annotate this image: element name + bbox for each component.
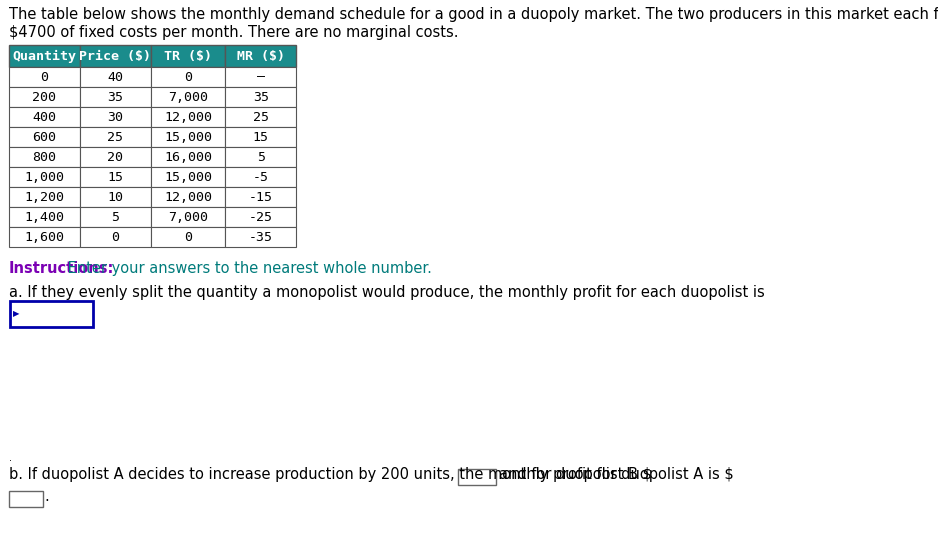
Text: 12,000: 12,000 xyxy=(164,111,212,124)
Text: 12,000: 12,000 xyxy=(164,190,212,203)
Bar xyxy=(225,107,296,127)
Bar xyxy=(9,87,80,107)
Bar xyxy=(80,127,151,147)
Bar xyxy=(151,107,225,127)
Bar xyxy=(151,187,225,207)
Text: b. If duopolist A decides to increase production by 200 units, the monthly profi: b. If duopolist A decides to increase pr… xyxy=(9,467,734,482)
Text: 15,000: 15,000 xyxy=(164,171,212,184)
Text: -5: -5 xyxy=(253,171,269,184)
Text: 35: 35 xyxy=(253,90,269,103)
Bar xyxy=(9,107,80,127)
Text: ▶: ▶ xyxy=(13,310,19,318)
Text: -25: -25 xyxy=(249,210,273,224)
Bar xyxy=(225,227,296,247)
Text: 25: 25 xyxy=(107,131,123,143)
Text: 1,200: 1,200 xyxy=(24,190,65,203)
Text: 1,400: 1,400 xyxy=(24,210,65,224)
Text: 1,000: 1,000 xyxy=(24,171,65,184)
Text: 400: 400 xyxy=(33,111,56,124)
Text: 15,000: 15,000 xyxy=(164,131,212,143)
Bar xyxy=(9,227,80,247)
Bar xyxy=(80,167,151,187)
Text: .: . xyxy=(44,489,49,504)
Text: The table below shows the monthly demand schedule for a good in a duopoly market: The table below shows the monthly demand… xyxy=(9,7,938,22)
Bar xyxy=(80,187,151,207)
Bar xyxy=(151,207,225,227)
Text: 0: 0 xyxy=(112,231,119,243)
Bar xyxy=(80,207,151,227)
Bar xyxy=(225,147,296,167)
Text: TR ($): TR ($) xyxy=(164,50,212,63)
Text: Enter your answers to the nearest whole number.: Enter your answers to the nearest whole … xyxy=(63,261,431,276)
Bar xyxy=(225,67,296,87)
Bar xyxy=(80,45,151,67)
Text: 7,000: 7,000 xyxy=(168,90,208,103)
Bar xyxy=(9,207,80,227)
Text: 200: 200 xyxy=(33,90,56,103)
Text: 7,000: 7,000 xyxy=(168,210,208,224)
Text: -35: -35 xyxy=(249,231,273,243)
Text: 800: 800 xyxy=(33,150,56,164)
Text: .: . xyxy=(9,453,12,463)
Text: 16,000: 16,000 xyxy=(164,150,212,164)
Bar xyxy=(151,87,225,107)
Bar xyxy=(459,469,495,485)
Bar xyxy=(9,147,80,167)
Bar xyxy=(151,167,225,187)
Bar xyxy=(9,45,80,67)
Text: 30: 30 xyxy=(107,111,123,124)
Bar xyxy=(80,107,151,127)
Text: $4700 of fixed costs per month. There are no marginal costs.: $4700 of fixed costs per month. There ar… xyxy=(9,25,459,40)
Bar xyxy=(80,67,151,87)
Bar xyxy=(9,67,80,87)
Bar xyxy=(151,227,225,247)
Bar xyxy=(225,167,296,187)
Bar xyxy=(225,207,296,227)
Text: Instructions:: Instructions: xyxy=(9,261,114,276)
Text: 5: 5 xyxy=(257,150,265,164)
Bar xyxy=(80,227,151,247)
Text: 1,600: 1,600 xyxy=(24,231,65,243)
Bar xyxy=(151,45,225,67)
Bar xyxy=(151,147,225,167)
Bar xyxy=(80,87,151,107)
Text: 0: 0 xyxy=(184,231,192,243)
Text: 15: 15 xyxy=(253,131,269,143)
Bar xyxy=(9,127,80,147)
Text: MR ($): MR ($) xyxy=(236,50,285,63)
Text: 25: 25 xyxy=(253,111,269,124)
Bar xyxy=(225,127,296,147)
Bar xyxy=(10,301,93,327)
Text: 15: 15 xyxy=(107,171,123,184)
Bar xyxy=(151,127,225,147)
Bar xyxy=(151,67,225,87)
Text: -15: -15 xyxy=(249,190,273,203)
Text: and for duopolist B $: and for duopolist B $ xyxy=(499,467,652,482)
Bar xyxy=(225,187,296,207)
Text: 0: 0 xyxy=(184,71,192,83)
Text: 5: 5 xyxy=(112,210,119,224)
Bar xyxy=(80,147,151,167)
Bar xyxy=(9,167,80,187)
Bar xyxy=(9,491,42,507)
Text: 10: 10 xyxy=(107,190,123,203)
Text: 0: 0 xyxy=(40,71,49,83)
Bar xyxy=(225,87,296,107)
Text: –: – xyxy=(257,71,265,83)
Text: a. If they evenly split the quantity a monopolist would produce, the monthly pro: a. If they evenly split the quantity a m… xyxy=(9,285,764,300)
Text: Price ($): Price ($) xyxy=(80,50,151,63)
Bar xyxy=(9,187,80,207)
Text: 35: 35 xyxy=(107,90,123,103)
Text: 20: 20 xyxy=(107,150,123,164)
Text: 40: 40 xyxy=(107,71,123,83)
Text: 600: 600 xyxy=(33,131,56,143)
Text: Quantity: Quantity xyxy=(12,49,76,63)
Bar xyxy=(225,45,296,67)
